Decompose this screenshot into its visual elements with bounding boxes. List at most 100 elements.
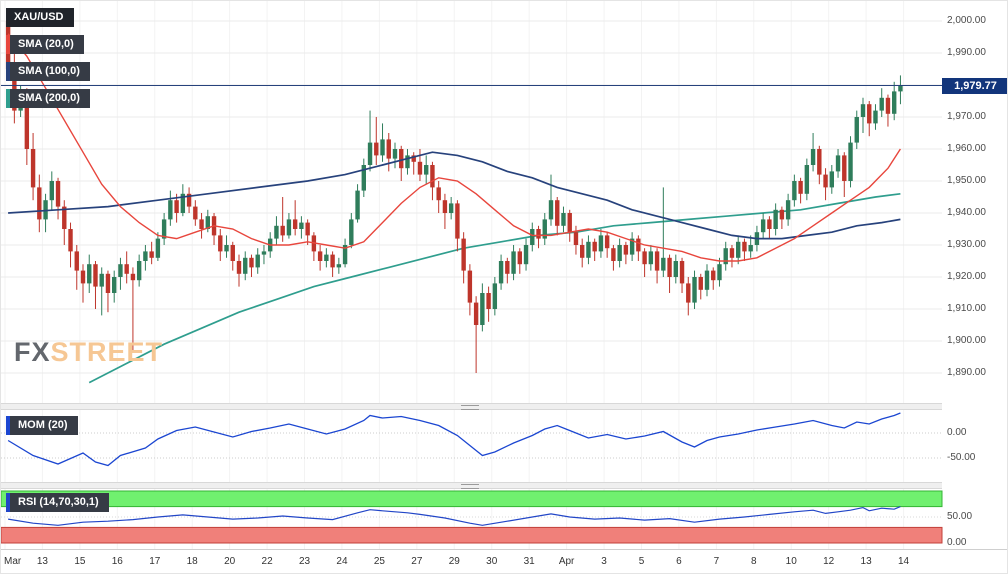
candle-body: [517, 251, 522, 265]
candle-body: [305, 222, 310, 236]
axis-tick-label: 50.00: [947, 511, 973, 522]
x-axis-label: Mar: [4, 556, 22, 567]
candle-body: [105, 273, 111, 293]
x-axis-label: 13: [860, 556, 872, 567]
x-axis-label: 23: [298, 556, 311, 567]
rsi-oversold-band: [1, 526, 943, 544]
candle-body: [692, 277, 697, 303]
candle-body: [392, 149, 398, 159]
panel-divider[interactable]: [1, 403, 942, 410]
sma100-legend-label: SMA (100,0): [18, 65, 80, 77]
price-panel[interactable]: FXSTREET 1,979.77 2,000.001,990.001,980.…: [1, 1, 1008, 403]
candle-body: [155, 238, 161, 258]
candle-body: [648, 251, 654, 265]
sma200-legend[interactable]: SMA (200,0): [6, 89, 90, 108]
candle-body: [430, 165, 435, 188]
panel-divider[interactable]: [1, 482, 942, 489]
candle-body: [218, 235, 223, 252]
x-axis-label: 12: [823, 556, 835, 567]
candle-body: [424, 165, 429, 175]
price-axis[interactable]: 2,000.001,990.001,980.001,970.001,960.00…: [942, 1, 1007, 403]
candle-body: [505, 261, 510, 274]
candle-body: [30, 149, 36, 188]
axis-tick-label: 0.00: [947, 537, 967, 548]
rsi-chart-svg[interactable]: [1, 489, 1008, 549]
symbol-legend[interactable]: XAU/USD: [6, 8, 74, 27]
candle-body: [249, 257, 254, 268]
candle-body: [892, 91, 897, 114]
candle-body: [180, 193, 186, 213]
candle-body: [292, 219, 298, 229]
candle-body: [686, 283, 691, 303]
x-axis-label: 30: [486, 556, 498, 567]
candle-body: [174, 200, 179, 213]
candle-body: [810, 149, 816, 165]
candle-body: [873, 110, 878, 124]
candle-body: [386, 139, 391, 159]
candle-body: [604, 235, 610, 249]
candle-body: [330, 254, 335, 268]
candle-body: [617, 245, 622, 261]
axis-tick-label: 1,910.00: [947, 303, 986, 314]
candle-body: [580, 245, 585, 258]
x-axis-label: Apr: [558, 556, 575, 567]
candle-body: [448, 203, 454, 213]
candle-body: [324, 254, 329, 261]
momentum-panel[interactable]: MOM (20) 0.00 -50.00: [1, 410, 1008, 482]
candle-body: [698, 277, 703, 290]
current-price-badge: 1,979.77: [942, 77, 1007, 94]
candle-body: [542, 219, 547, 239]
price-chart-svg[interactable]: [1, 1, 1008, 403]
candle-body: [224, 245, 229, 252]
time-axis[interactable]: Mar 13 15 16 17 18 20 22 23 24 25 27 29 30 31 Apr 3 5 6 7 8 1…: [1, 549, 1007, 573]
candle-body: [136, 261, 142, 281]
divider-grip-icon[interactable]: [461, 484, 479, 489]
x-axis-label: 3: [601, 556, 607, 567]
sma100-legend[interactable]: SMA (100,0): [6, 62, 90, 81]
fxstreet-watermark: FXSTREET: [14, 337, 163, 368]
candle-body: [436, 187, 441, 201]
x-axis-label: 13: [36, 556, 48, 567]
momentum-legend[interactable]: MOM (20): [6, 416, 78, 435]
candle-body: [80, 270, 86, 284]
sma20-legend[interactable]: SMA (20,0): [6, 35, 84, 54]
momentum-chart-svg[interactable]: [1, 410, 1008, 482]
candle-body: [736, 241, 741, 258]
x-axis-label: 8: [751, 556, 757, 567]
candle-body: [124, 264, 129, 274]
candle-body: [161, 219, 167, 239]
candle-body: [523, 245, 529, 265]
x-axis-label: 17: [149, 556, 161, 567]
candle-body: [848, 142, 853, 181]
candle-body: [773, 209, 778, 229]
axis-tick-label: 2,000.00: [947, 15, 986, 26]
candle-body: [93, 264, 98, 287]
candle-body: [480, 293, 485, 325]
candle-body: [455, 203, 460, 239]
candle-body: [629, 238, 635, 255]
candle-body: [711, 270, 716, 281]
divider-grip-icon[interactable]: [461, 405, 479, 410]
x-axis-label: 5: [638, 556, 645, 567]
candle-body: [143, 251, 148, 261]
candle-body: [742, 241, 747, 252]
candle-body: [130, 273, 136, 281]
candle-body: [274, 225, 279, 239]
candle-body: [717, 264, 722, 281]
candle-body: [548, 200, 554, 220]
candle-body: [748, 245, 753, 252]
candle-body: [723, 248, 728, 265]
candle-body: [68, 229, 73, 252]
candle-body: [835, 155, 841, 172]
rsi-legend[interactable]: RSI (14,70,30,1): [6, 493, 109, 512]
candle-body: [829, 171, 834, 188]
candle-body: [611, 248, 616, 261]
rsi-panel[interactable]: RSI (14,70,30,1) 50.00 0.00: [1, 489, 1008, 549]
current-price-line: [1, 84, 942, 86]
x-axis-label: 31: [523, 556, 535, 567]
candle-body: [367, 142, 373, 165]
current-price-label: 1,979.77: [954, 79, 997, 92]
candle-body: [586, 241, 591, 258]
symbol-legend-label: XAU/USD: [14, 11, 64, 23]
rsi-line: [8, 506, 901, 526]
